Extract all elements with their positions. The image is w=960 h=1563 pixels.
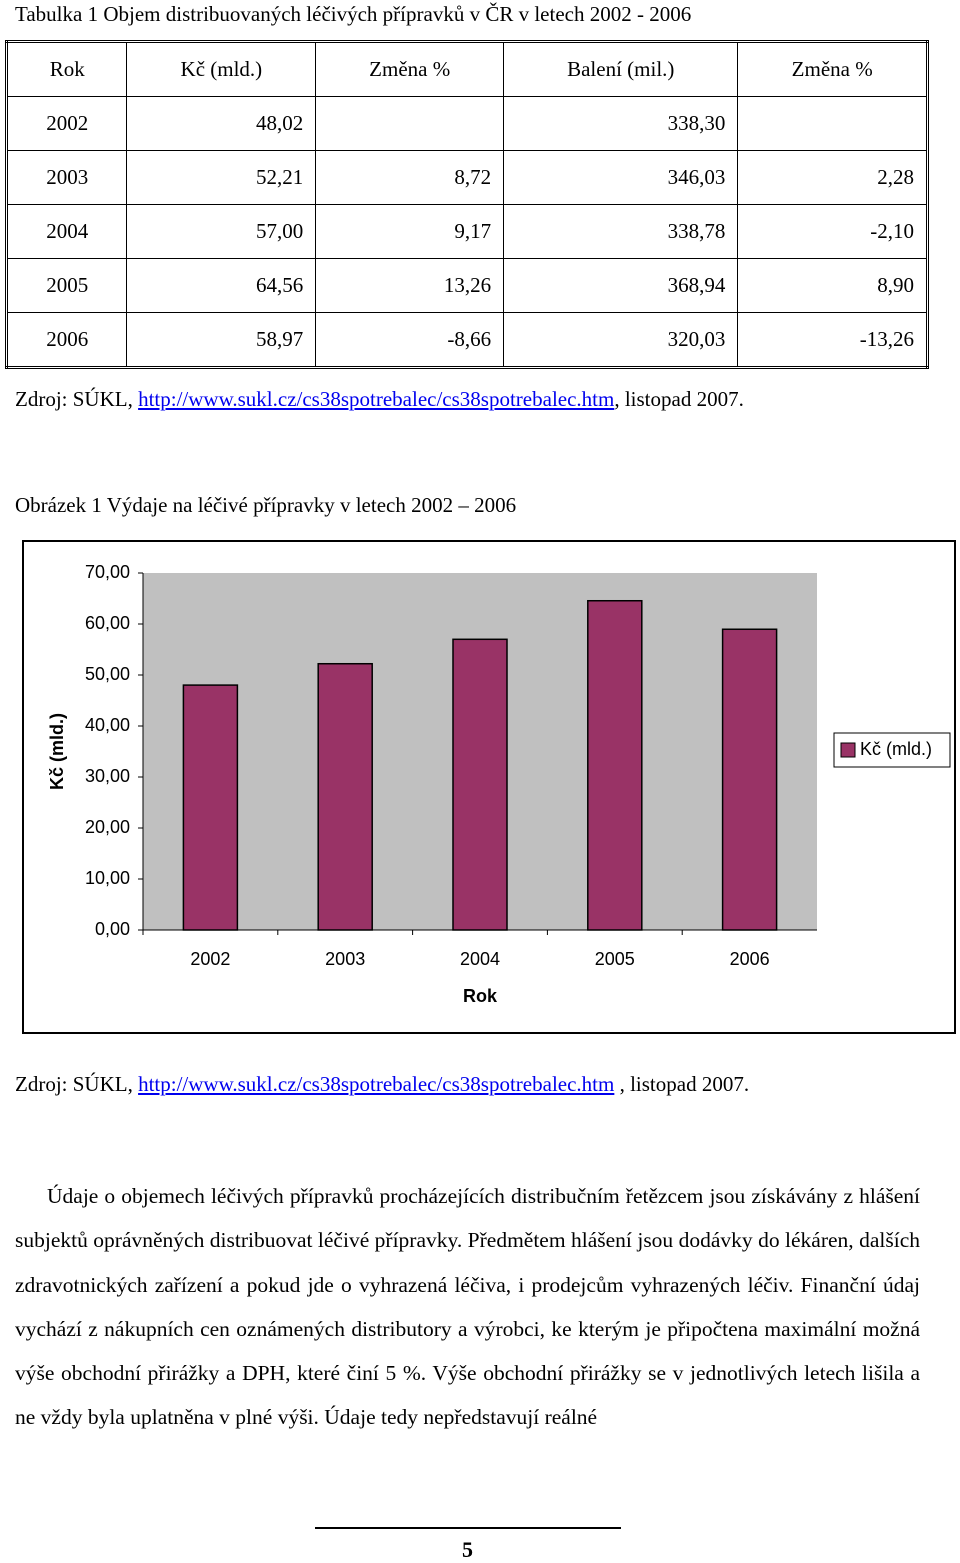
table-row: 2006 58,97 -8,66 320,03 -13,26 <box>5 312 928 368</box>
bar <box>452 638 508 931</box>
y-axis-title: Kč (mld.) <box>47 713 67 790</box>
x-tick-label: 2003 <box>325 949 365 969</box>
page-number: 5 <box>462 1537 473 1562</box>
x-axis-title: Rok <box>463 986 498 1006</box>
x-tick-label: 2002 <box>190 949 230 969</box>
y-tick-label: 60,00 <box>85 613 130 633</box>
legend-label: Kč (mld.) <box>860 739 932 759</box>
source-prefix: Zdroj: SÚKL, <box>15 1072 133 1096</box>
bar <box>587 599 643 931</box>
cell: 9,17 <box>315 204 505 259</box>
cell: 2003 <box>5 150 128 205</box>
cell: 2005 <box>5 258 128 313</box>
table-row: 2005 64,56 13,26 368,94 8,90 <box>5 258 928 313</box>
chart: 0,00 10,00 20,00 30,00 40,00 50,00 60,00 70,00 2… <box>22 540 956 1034</box>
y-tick-label: 70,00 <box>85 562 130 582</box>
cell: 338,78 <box>503 204 739 259</box>
y-tick-label: 30,00 <box>85 766 130 786</box>
cell: 338,30 <box>503 96 739 151</box>
cell: 64,56 <box>126 258 317 313</box>
footer-rule <box>315 1527 621 1529</box>
cell: 52,21 <box>126 150 317 205</box>
cell: Změna % <box>737 41 928 97</box>
x-tick-label: 2005 <box>595 949 635 969</box>
y-tick-label: 10,00 <box>85 868 130 888</box>
y-tick-label: 20,00 <box>85 817 130 837</box>
cell: 57,00 <box>126 204 317 259</box>
source-link[interactable]: http://www.sukl.cz/cs38spotrebalec/cs38s… <box>138 1072 615 1096</box>
y-tick-label: 40,00 <box>85 715 130 735</box>
table-row: 2002 48,02 338,30 <box>5 96 928 151</box>
cell: 2006 <box>5 312 128 368</box>
cell: -2,10 <box>737 204 928 259</box>
source-suffix: , listopad 2007. <box>619 1072 750 1096</box>
cell: 58,97 <box>126 312 317 368</box>
legend-swatch <box>840 742 856 758</box>
cell: 2,28 <box>737 150 928 205</box>
cell: 13,26 <box>315 258 505 313</box>
source-prefix: Zdroj: SÚKL, <box>15 387 133 411</box>
x-tick-label: 2006 <box>730 949 770 969</box>
cell: Kč (mld.) <box>126 41 317 97</box>
figure-caption: Obrázek 1 Výdaje na léčivé přípravky v l… <box>15 493 517 517</box>
empty-cell <box>315 96 505 151</box>
cell: 346,03 <box>503 150 739 205</box>
empty-cell <box>737 96 928 151</box>
paragraph: Údaje o objemech léčivých přípravků proc… <box>15 1184 920 1430</box>
table-caption: Tabulka 1 Objem distribuovaných léčivých… <box>15 2 692 26</box>
cell: -13,26 <box>737 312 928 368</box>
cell: 2002 <box>5 96 128 151</box>
cell: Změna % <box>315 41 505 97</box>
header-row: Rok Kč (mld.) Změna % Balení (mil.) Změna % <box>5 41 928 97</box>
cell: 368,94 <box>503 258 739 313</box>
cell: 2004 <box>5 204 128 259</box>
bar <box>317 662 373 931</box>
cell: Rok <box>5 41 128 97</box>
source-suffix: , listopad 2007. <box>614 387 744 411</box>
bar <box>182 684 239 931</box>
cell: 8,90 <box>737 258 928 313</box>
table-row: 2003 52,21 8,72 346,03 2,28 <box>5 150 928 205</box>
figure-source: Zdroj: SÚKL, http://www.sukl.cz/cs38spot… <box>15 1072 749 1097</box>
table-row: 2004 57,00 9,17 338,78 -2,10 <box>5 204 928 259</box>
table-source: Zdroj: SÚKL, http://www.sukl.cz/cs38spot… <box>15 387 744 412</box>
cell: 320,03 <box>503 312 739 368</box>
cell: 8,72 <box>315 150 505 205</box>
bar <box>721 628 778 931</box>
data-table: Rok Kč (mld.) Změna % Balení (mil.) Změna % 2… <box>5 40 929 369</box>
y-tick-label: 0,00 <box>95 919 130 939</box>
cell: 48,02 <box>126 96 317 151</box>
cell: Balení (mil.) <box>503 41 739 97</box>
source-link[interactable]: http://www.sukl.cz/cs38spotrebalec/cs38s… <box>138 387 615 411</box>
cell: -8,66 <box>315 312 505 368</box>
y-tick-label: 50,00 <box>85 664 130 684</box>
x-tick-label: 2004 <box>460 949 500 969</box>
